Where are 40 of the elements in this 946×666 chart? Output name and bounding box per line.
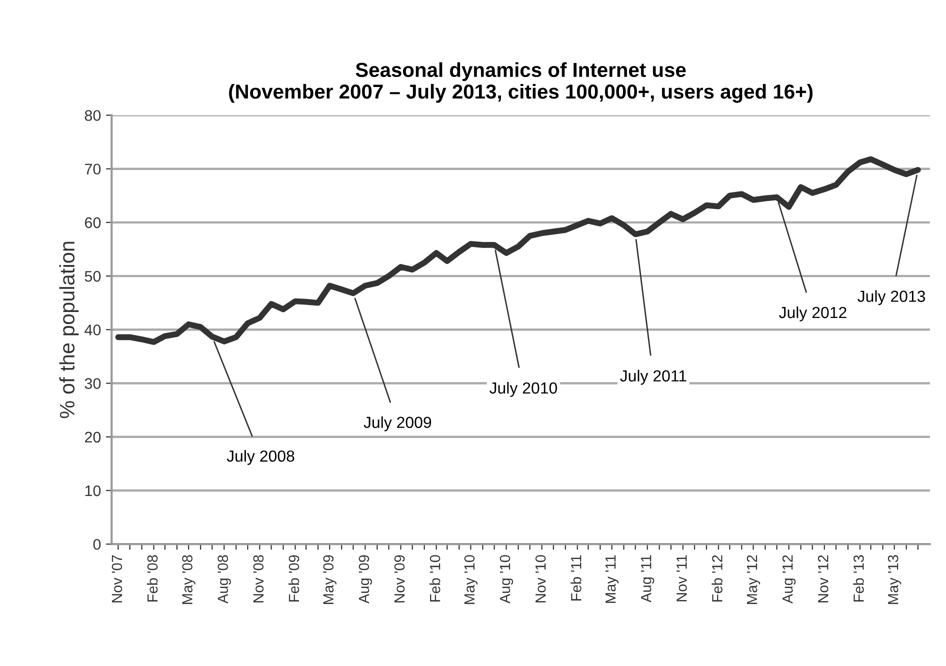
chart-title: Seasonal dynamics of Internet use (November 2007 – July 2013, cities 100,000+, users aged 16+): [229, 62, 813, 103]
y-tick-label: 10: [85, 485, 101, 496]
annotation: July 2008: [226, 450, 294, 465]
x-tick-label: May '11: [606, 555, 619, 603]
x-tick-label: Aug '08: [218, 555, 231, 604]
x-tick-label: May '12: [746, 555, 760, 604]
x-tick-label: Nov '09: [394, 555, 405, 602]
x-tick-label: Nov '10: [535, 555, 546, 602]
y-tick-label: 40: [84, 324, 101, 336]
x-tick-label: May '13: [888, 555, 902, 604]
annotation: July 2013: [858, 290, 926, 306]
x-tick-label: Aug '12: [782, 555, 796, 604]
x-tick-label: Feb '13: [853, 555, 864, 602]
y-tick-label: 30: [84, 378, 101, 389]
x-tick-label: Nov '07: [112, 555, 122, 602]
y-tick-label: 70: [85, 164, 101, 175]
x-tick-label: Feb '09: [288, 555, 300, 602]
y-tick-label: 0: [93, 538, 101, 550]
x-tick-label: Aug '11: [641, 555, 654, 602]
y-tick-label: 50: [84, 270, 101, 282]
x-tick-label: Feb '11: [570, 555, 582, 600]
x-tick-label: May '08: [182, 555, 196, 604]
x-tick-label: Nov '11: [676, 555, 687, 602]
y-tick-label: 60: [84, 217, 101, 228]
annotation: July 2012: [779, 306, 846, 322]
x-tick-label: Aug '09: [358, 555, 372, 604]
annotation: July 2009: [364, 416, 432, 432]
x-tick-label: Feb '12: [712, 555, 722, 602]
y-tick-label: 20: [84, 432, 101, 443]
x-tick-label: May '10: [464, 555, 478, 604]
x-tick-label: Feb '08: [146, 555, 158, 602]
annotation: July 2011: [620, 370, 686, 385]
x-tick-label: Feb '10: [430, 555, 440, 602]
x-tick-label: Aug '10: [500, 555, 514, 604]
x-tick-label: May '09: [323, 555, 336, 604]
y-axis-title: % of the population: [59, 242, 79, 418]
y-tick-label: 80: [84, 110, 101, 121]
x-tick-label: Nov '12: [818, 555, 828, 602]
annotation: July 2010: [490, 382, 558, 397]
x-tick-label: Nov '08: [253, 555, 264, 602]
